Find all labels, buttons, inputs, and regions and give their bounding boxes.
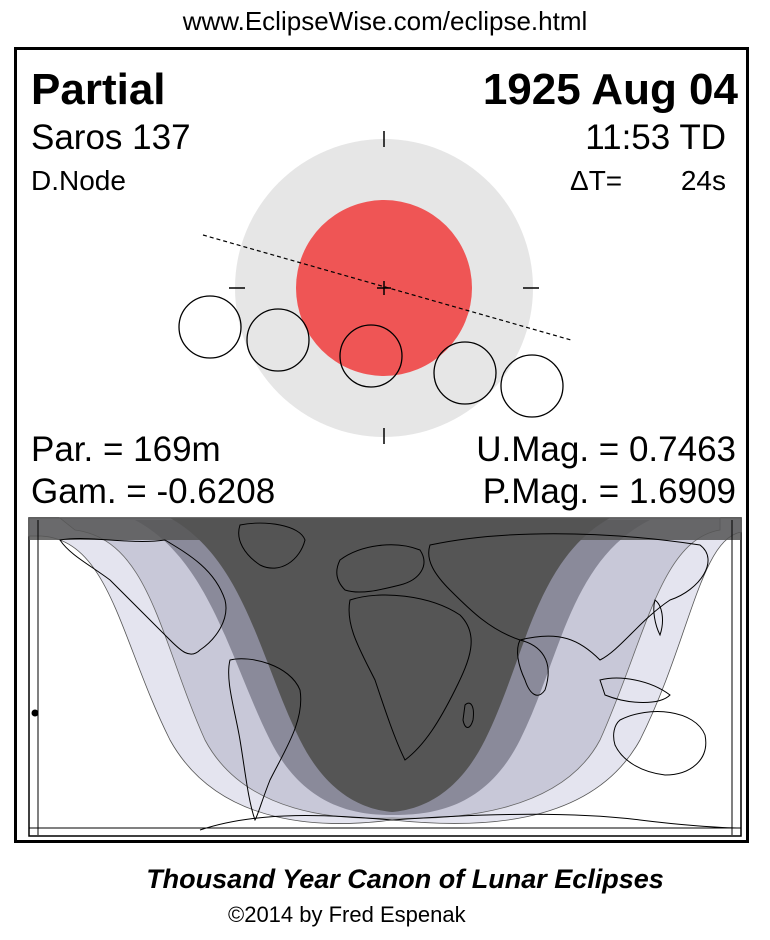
saros-number: Saros 137 bbox=[31, 118, 191, 157]
map-marker-dot bbox=[31, 709, 39, 717]
moon-position-u1 bbox=[246, 308, 310, 372]
eclipse-type: Partial bbox=[31, 65, 166, 114]
eclipse-date: 1925 Aug 04 bbox=[482, 65, 738, 114]
umbral-magnitude: U.Mag. = 0.7463 bbox=[476, 430, 736, 469]
moon-position-p4 bbox=[500, 354, 564, 418]
gamma-value: Gam. = -0.6208 bbox=[31, 472, 276, 511]
moon-position-greatest bbox=[339, 324, 403, 388]
world-map bbox=[28, 517, 742, 837]
source-url: www.EclipseWise.com/eclipse.html bbox=[182, 6, 588, 36]
footer-title: Thousand Year Canon of Lunar Eclipses bbox=[146, 864, 664, 894]
eclipse-panel-frame bbox=[14, 47, 749, 843]
delta-t-value: 24s bbox=[680, 165, 726, 196]
moon-position-p1 bbox=[178, 295, 242, 359]
ecliptic-line bbox=[202, 234, 572, 341]
eclipse-time: 11:53 TD bbox=[585, 118, 726, 157]
node-label: D.Node bbox=[31, 165, 126, 196]
footer-credit: ©2014 by Fred Espenak bbox=[228, 902, 466, 927]
penumbral-duration: Par. = 169m bbox=[31, 430, 221, 469]
delta-t-label: ΔT= bbox=[570, 165, 623, 196]
penumbral-magnitude: P.Mag. = 1.6909 bbox=[482, 472, 736, 511]
moon-position-u4 bbox=[433, 341, 497, 405]
axis-ticks bbox=[229, 131, 539, 444]
